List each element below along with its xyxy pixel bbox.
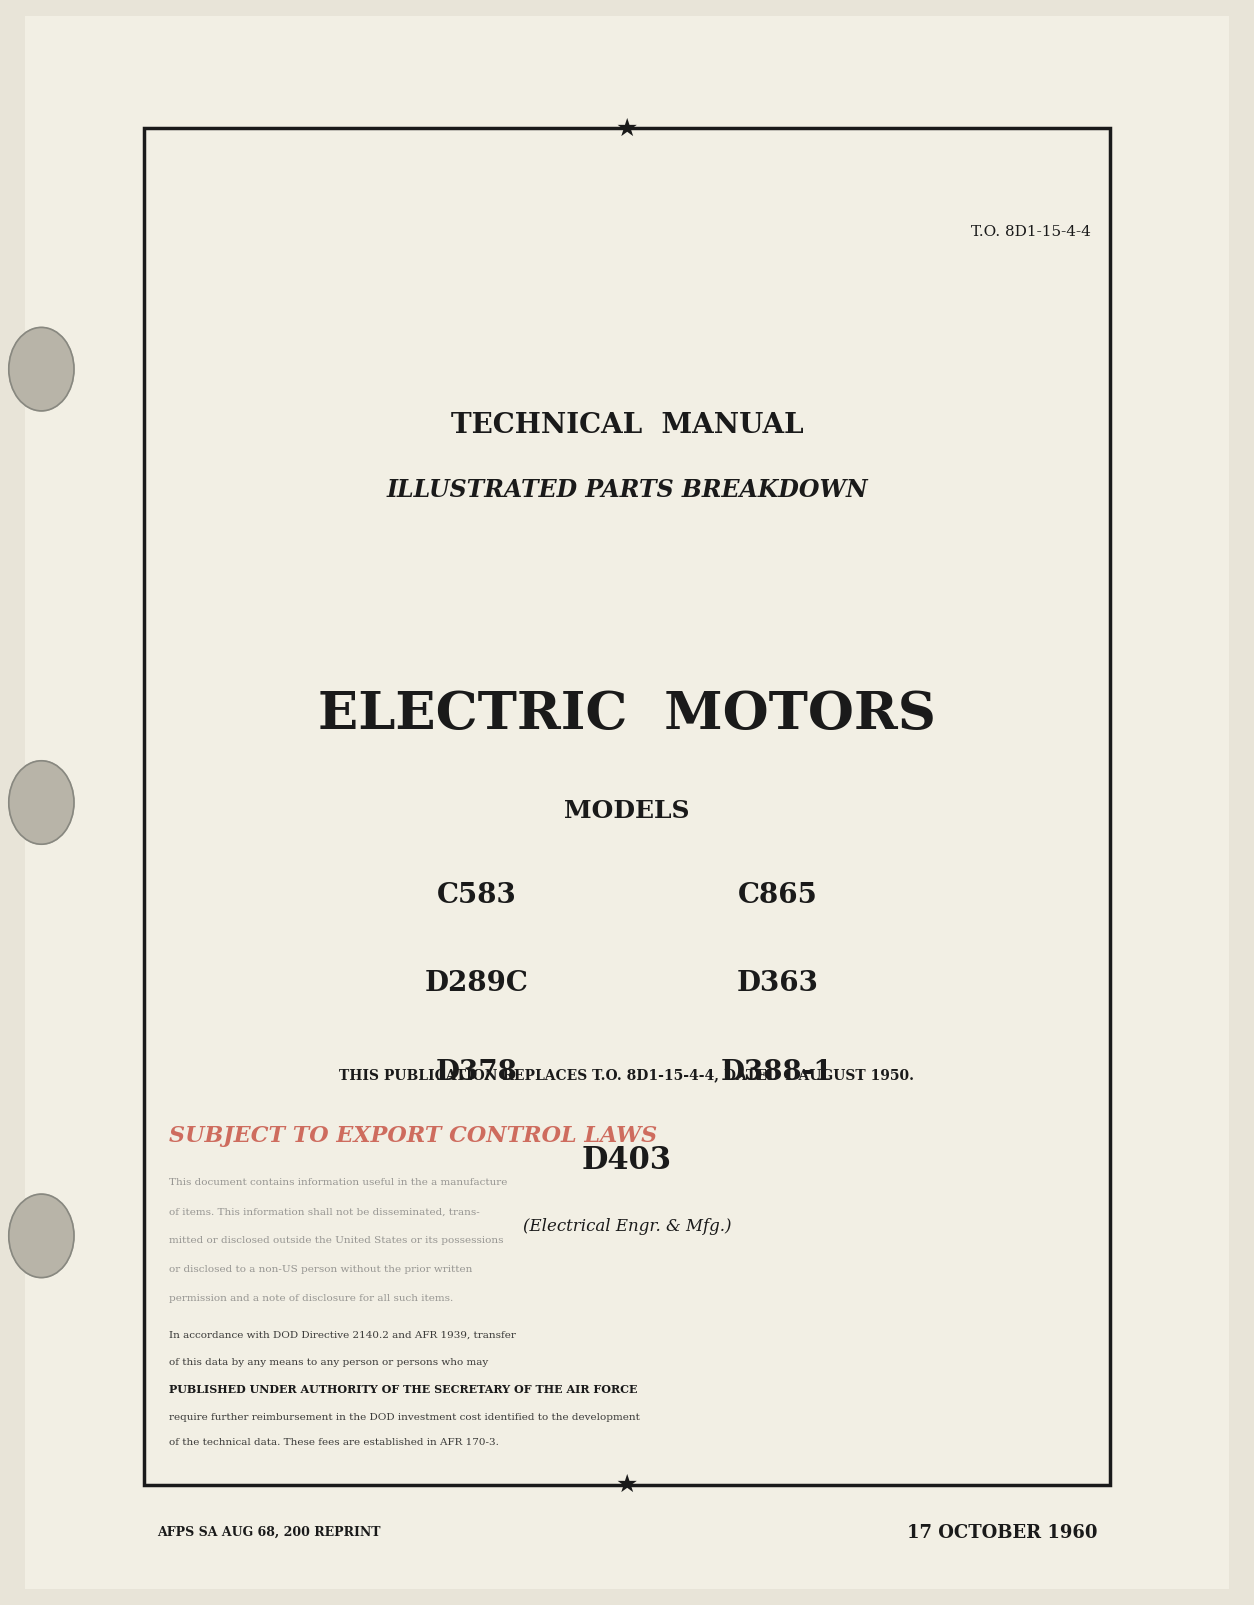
Text: PUBLISHED UNDER AUTHORITY OF THE SECRETARY OF THE AIR FORCE: PUBLISHED UNDER AUTHORITY OF THE SECRETA… <box>169 1385 638 1395</box>
Text: C583: C583 <box>436 883 517 908</box>
Text: of items. This information shall not be disseminated, trans-: of items. This information shall not be … <box>169 1207 480 1217</box>
Text: mitted or disclosed outside the United States or its possessions: mitted or disclosed outside the United S… <box>169 1236 504 1245</box>
Text: D378: D378 <box>435 1059 518 1085</box>
Text: In accordance with DOD Directive 2140.2 and AFR 1939, transfer: In accordance with DOD Directive 2140.2 … <box>169 1331 517 1340</box>
Text: of the technical data. These fees are established in AFR 170-3.: of the technical data. These fees are es… <box>169 1438 499 1448</box>
Text: (Electrical Engr. & Mfg.): (Electrical Engr. & Mfg.) <box>523 1218 731 1236</box>
Circle shape <box>9 1194 74 1278</box>
Circle shape <box>9 761 74 844</box>
Text: ELECTRIC  MOTORS: ELECTRIC MOTORS <box>319 689 935 740</box>
Text: D289C: D289C <box>425 971 528 997</box>
Text: ★: ★ <box>616 1473 638 1496</box>
Text: D363: D363 <box>736 971 819 997</box>
Text: SUBJECT TO EXPORT CONTROL LAWS: SUBJECT TO EXPORT CONTROL LAWS <box>169 1125 657 1148</box>
Text: ILLUSTRATED PARTS BREAKDOWN: ILLUSTRATED PARTS BREAKDOWN <box>386 478 868 501</box>
Text: THIS PUBLICATION REPLACES T.O. 8D1-15-4-4, DATED 1 AUGUST 1950.: THIS PUBLICATION REPLACES T.O. 8D1-15-4-… <box>340 1069 914 1082</box>
Text: This document contains information useful in the a manufacture: This document contains information usefu… <box>169 1178 508 1188</box>
Bar <box>144 128 1110 1485</box>
Text: D388-1: D388-1 <box>721 1059 834 1085</box>
Text: or disclosed to a non-US person without the prior written: or disclosed to a non-US person without … <box>169 1265 473 1274</box>
Text: TECHNICAL  MANUAL: TECHNICAL MANUAL <box>450 412 804 438</box>
FancyBboxPatch shape <box>25 16 1229 1589</box>
Circle shape <box>9 327 74 411</box>
Text: D403: D403 <box>582 1144 672 1176</box>
Text: require further reimbursement in the DOD investment cost identified to the devel: require further reimbursement in the DOD… <box>169 1412 640 1422</box>
Text: permission and a note of disclosure for all such items.: permission and a note of disclosure for … <box>169 1294 454 1303</box>
Text: of this data by any means to any person or persons who may: of this data by any means to any person … <box>169 1358 489 1367</box>
Text: C865: C865 <box>737 883 818 908</box>
Text: AFPS SA AUG 68, 200 REPRINT: AFPS SA AUG 68, 200 REPRINT <box>157 1526 380 1539</box>
Text: T.O. 8D1-15-4-4: T.O. 8D1-15-4-4 <box>971 225 1091 239</box>
Text: ★: ★ <box>616 117 638 140</box>
Text: MODELS: MODELS <box>564 799 690 822</box>
Text: 17 OCTOBER 1960: 17 OCTOBER 1960 <box>907 1523 1097 1542</box>
